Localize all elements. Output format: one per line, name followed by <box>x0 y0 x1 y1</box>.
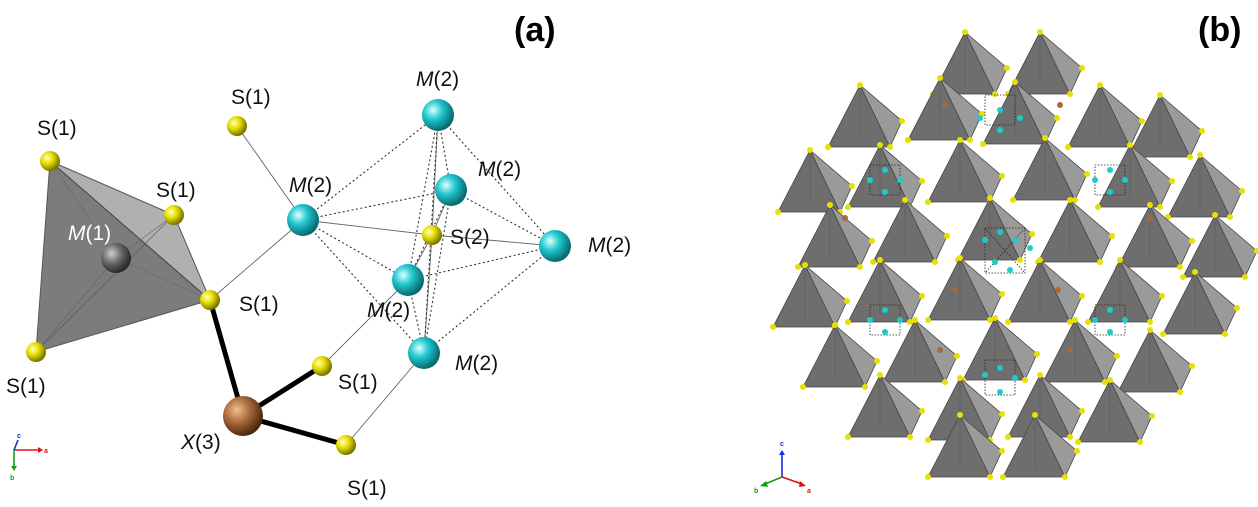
x3-atom <box>223 396 263 436</box>
m2-clusters <box>842 94 1153 396</box>
s2-atom <box>422 225 442 245</box>
label-m2: M(2) <box>588 234 631 257</box>
label-s2: S(2) <box>450 226 490 249</box>
svg-text:a: a <box>44 448 48 455</box>
label-s1: S(1) <box>347 477 387 500</box>
svg-text:b: b <box>10 475 14 482</box>
m2-atom <box>539 230 571 262</box>
label-m2: M(2) <box>367 299 410 322</box>
m1-tetrahedron <box>35 159 212 353</box>
s1-atom <box>164 205 184 225</box>
m2-octahedron-edges <box>302 114 556 354</box>
svg-text:a: a <box>807 488 811 495</box>
s1-atom <box>200 290 220 310</box>
s1-atom <box>26 342 46 362</box>
axis-triad-b: c b a <box>754 441 811 495</box>
label-x3: X(3) <box>180 431 221 454</box>
axis-triad-a: a b c <box>10 433 48 482</box>
panel-a: (a) <box>6 11 631 500</box>
svg-text:b: b <box>754 488 758 495</box>
label-m2: M(2) <box>455 352 498 375</box>
s1-atom <box>312 356 332 376</box>
svg-text:c: c <box>17 433 21 440</box>
label-s1: S(1) <box>6 375 46 398</box>
label-s1: S(1) <box>37 117 77 140</box>
panel-b: (b) <box>754 11 1258 495</box>
m2-atom <box>435 174 467 206</box>
label-s1: S(1) <box>156 179 196 202</box>
panel-b-label: (b) <box>1198 11 1241 49</box>
m2-atom <box>392 264 424 296</box>
s1-atom <box>40 151 60 171</box>
s1-atom <box>336 435 356 455</box>
s1-atom <box>227 116 247 136</box>
svg-text:c: c <box>780 441 784 448</box>
label-m2: M(2) <box>416 68 459 91</box>
label-s1: S(1) <box>338 371 378 394</box>
crystal-structure-packing <box>769 28 1258 481</box>
label-s1: S(1) <box>231 86 271 109</box>
label-m1: M(1) <box>68 222 111 245</box>
m2-atom <box>287 204 319 236</box>
m1-atom <box>101 243 131 273</box>
panel-a-label: (a) <box>514 11 556 49</box>
label-s1: S(1) <box>239 293 279 316</box>
m2-atom <box>408 337 440 369</box>
label-m2: M(2) <box>289 174 332 197</box>
m2-atom <box>422 99 454 131</box>
label-m2: M(2) <box>478 158 521 181</box>
